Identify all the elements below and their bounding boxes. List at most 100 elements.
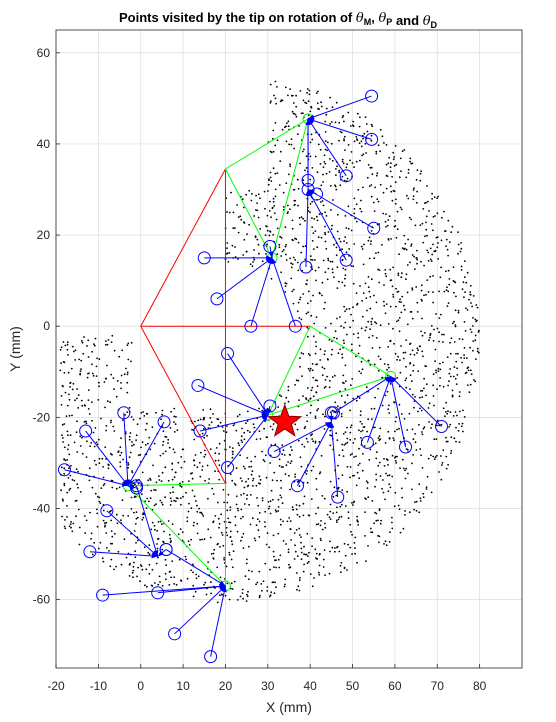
visited-point (290, 143, 293, 146)
visited-point (399, 531, 402, 534)
visited-point (287, 120, 290, 123)
visited-point (149, 497, 152, 500)
visited-point (294, 473, 297, 476)
green-links (122, 113, 397, 592)
visited-point (466, 309, 469, 311)
visited-point (383, 304, 386, 307)
visited-point (369, 166, 372, 169)
blue-arrowhead (308, 118, 315, 124)
visited-point (293, 532, 296, 534)
visited-point (110, 530, 113, 532)
visited-point (245, 193, 248, 196)
visited-point (309, 211, 311, 214)
visited-point (294, 237, 296, 240)
visited-point (144, 500, 147, 503)
visited-point (290, 94, 293, 97)
visited-point (315, 316, 318, 318)
visited-point (180, 486, 183, 488)
visited-point (284, 226, 287, 229)
visited-point (393, 439, 395, 442)
visited-point (399, 440, 402, 443)
y-tick-label: 20 (37, 228, 51, 242)
visited-point (243, 438, 246, 441)
visited-point (341, 248, 343, 251)
visited-point (161, 584, 164, 587)
visited-point (148, 572, 151, 575)
visited-point (311, 259, 314, 261)
tip-circle (221, 460, 235, 474)
visited-point (69, 487, 72, 490)
visited-point (245, 600, 248, 602)
visited-point (448, 426, 450, 428)
visited-point (298, 589, 301, 592)
visited-point (224, 594, 227, 597)
visited-point (301, 375, 303, 377)
visited-point (299, 90, 302, 92)
visited-point (143, 415, 146, 417)
visited-point (353, 212, 356, 215)
visited-point (287, 204, 289, 207)
visited-point (204, 581, 207, 584)
visited-point (382, 191, 385, 194)
visited-point (411, 254, 414, 256)
visited-point (352, 282, 355, 285)
visited-point (406, 323, 409, 326)
visited-point (70, 526, 72, 529)
visited-point (364, 142, 367, 145)
visited-point (300, 251, 303, 254)
visited-point (463, 260, 466, 262)
visited-point (375, 174, 378, 177)
visited-point (284, 285, 287, 287)
visited-point (235, 467, 238, 469)
visited-point (261, 589, 263, 592)
visited-point (349, 476, 351, 479)
visited-point (80, 340, 83, 342)
visited-point (344, 431, 347, 433)
visited-point (307, 114, 310, 117)
visited-point (222, 488, 225, 491)
visited-point (272, 200, 275, 203)
visited-point (349, 454, 352, 456)
visited-point (271, 479, 274, 482)
visited-point (212, 521, 215, 524)
visited-point (329, 411, 332, 414)
visited-point (373, 407, 376, 410)
visited-point (370, 184, 373, 186)
visited-point (256, 518, 259, 520)
visited-point (357, 464, 360, 466)
tip-circle (339, 253, 353, 267)
visited-point (353, 500, 356, 503)
visited-point (270, 591, 273, 594)
visited-point (251, 479, 254, 482)
visited-point (300, 352, 303, 354)
visited-point (362, 137, 364, 140)
blue-link (273, 421, 332, 452)
visited-point (324, 350, 326, 352)
visited-point (303, 563, 305, 566)
visited-point (345, 380, 347, 382)
visited-point (400, 276, 403, 279)
visited-point (293, 558, 296, 560)
visited-point (340, 415, 343, 418)
visited-point (366, 430, 368, 433)
visited-point (203, 538, 206, 541)
visited-point (276, 86, 278, 88)
visited-point (366, 176, 369, 179)
visited-point (447, 219, 450, 222)
visited-point (260, 583, 263, 585)
visited-point (427, 200, 429, 203)
blue-link (64, 469, 129, 487)
visited-point (104, 406, 106, 409)
visited-point (343, 120, 345, 123)
visited-point (328, 339, 331, 341)
visited-point (427, 457, 430, 460)
visited-point (111, 486, 114, 489)
visited-point (233, 482, 236, 485)
visited-point (385, 544, 388, 547)
visited-point (431, 253, 434, 256)
visited-point (264, 525, 266, 528)
visited-point (303, 148, 305, 151)
blue-arrowhead (384, 376, 391, 382)
visited-point (76, 397, 78, 400)
blue-link (89, 551, 158, 557)
